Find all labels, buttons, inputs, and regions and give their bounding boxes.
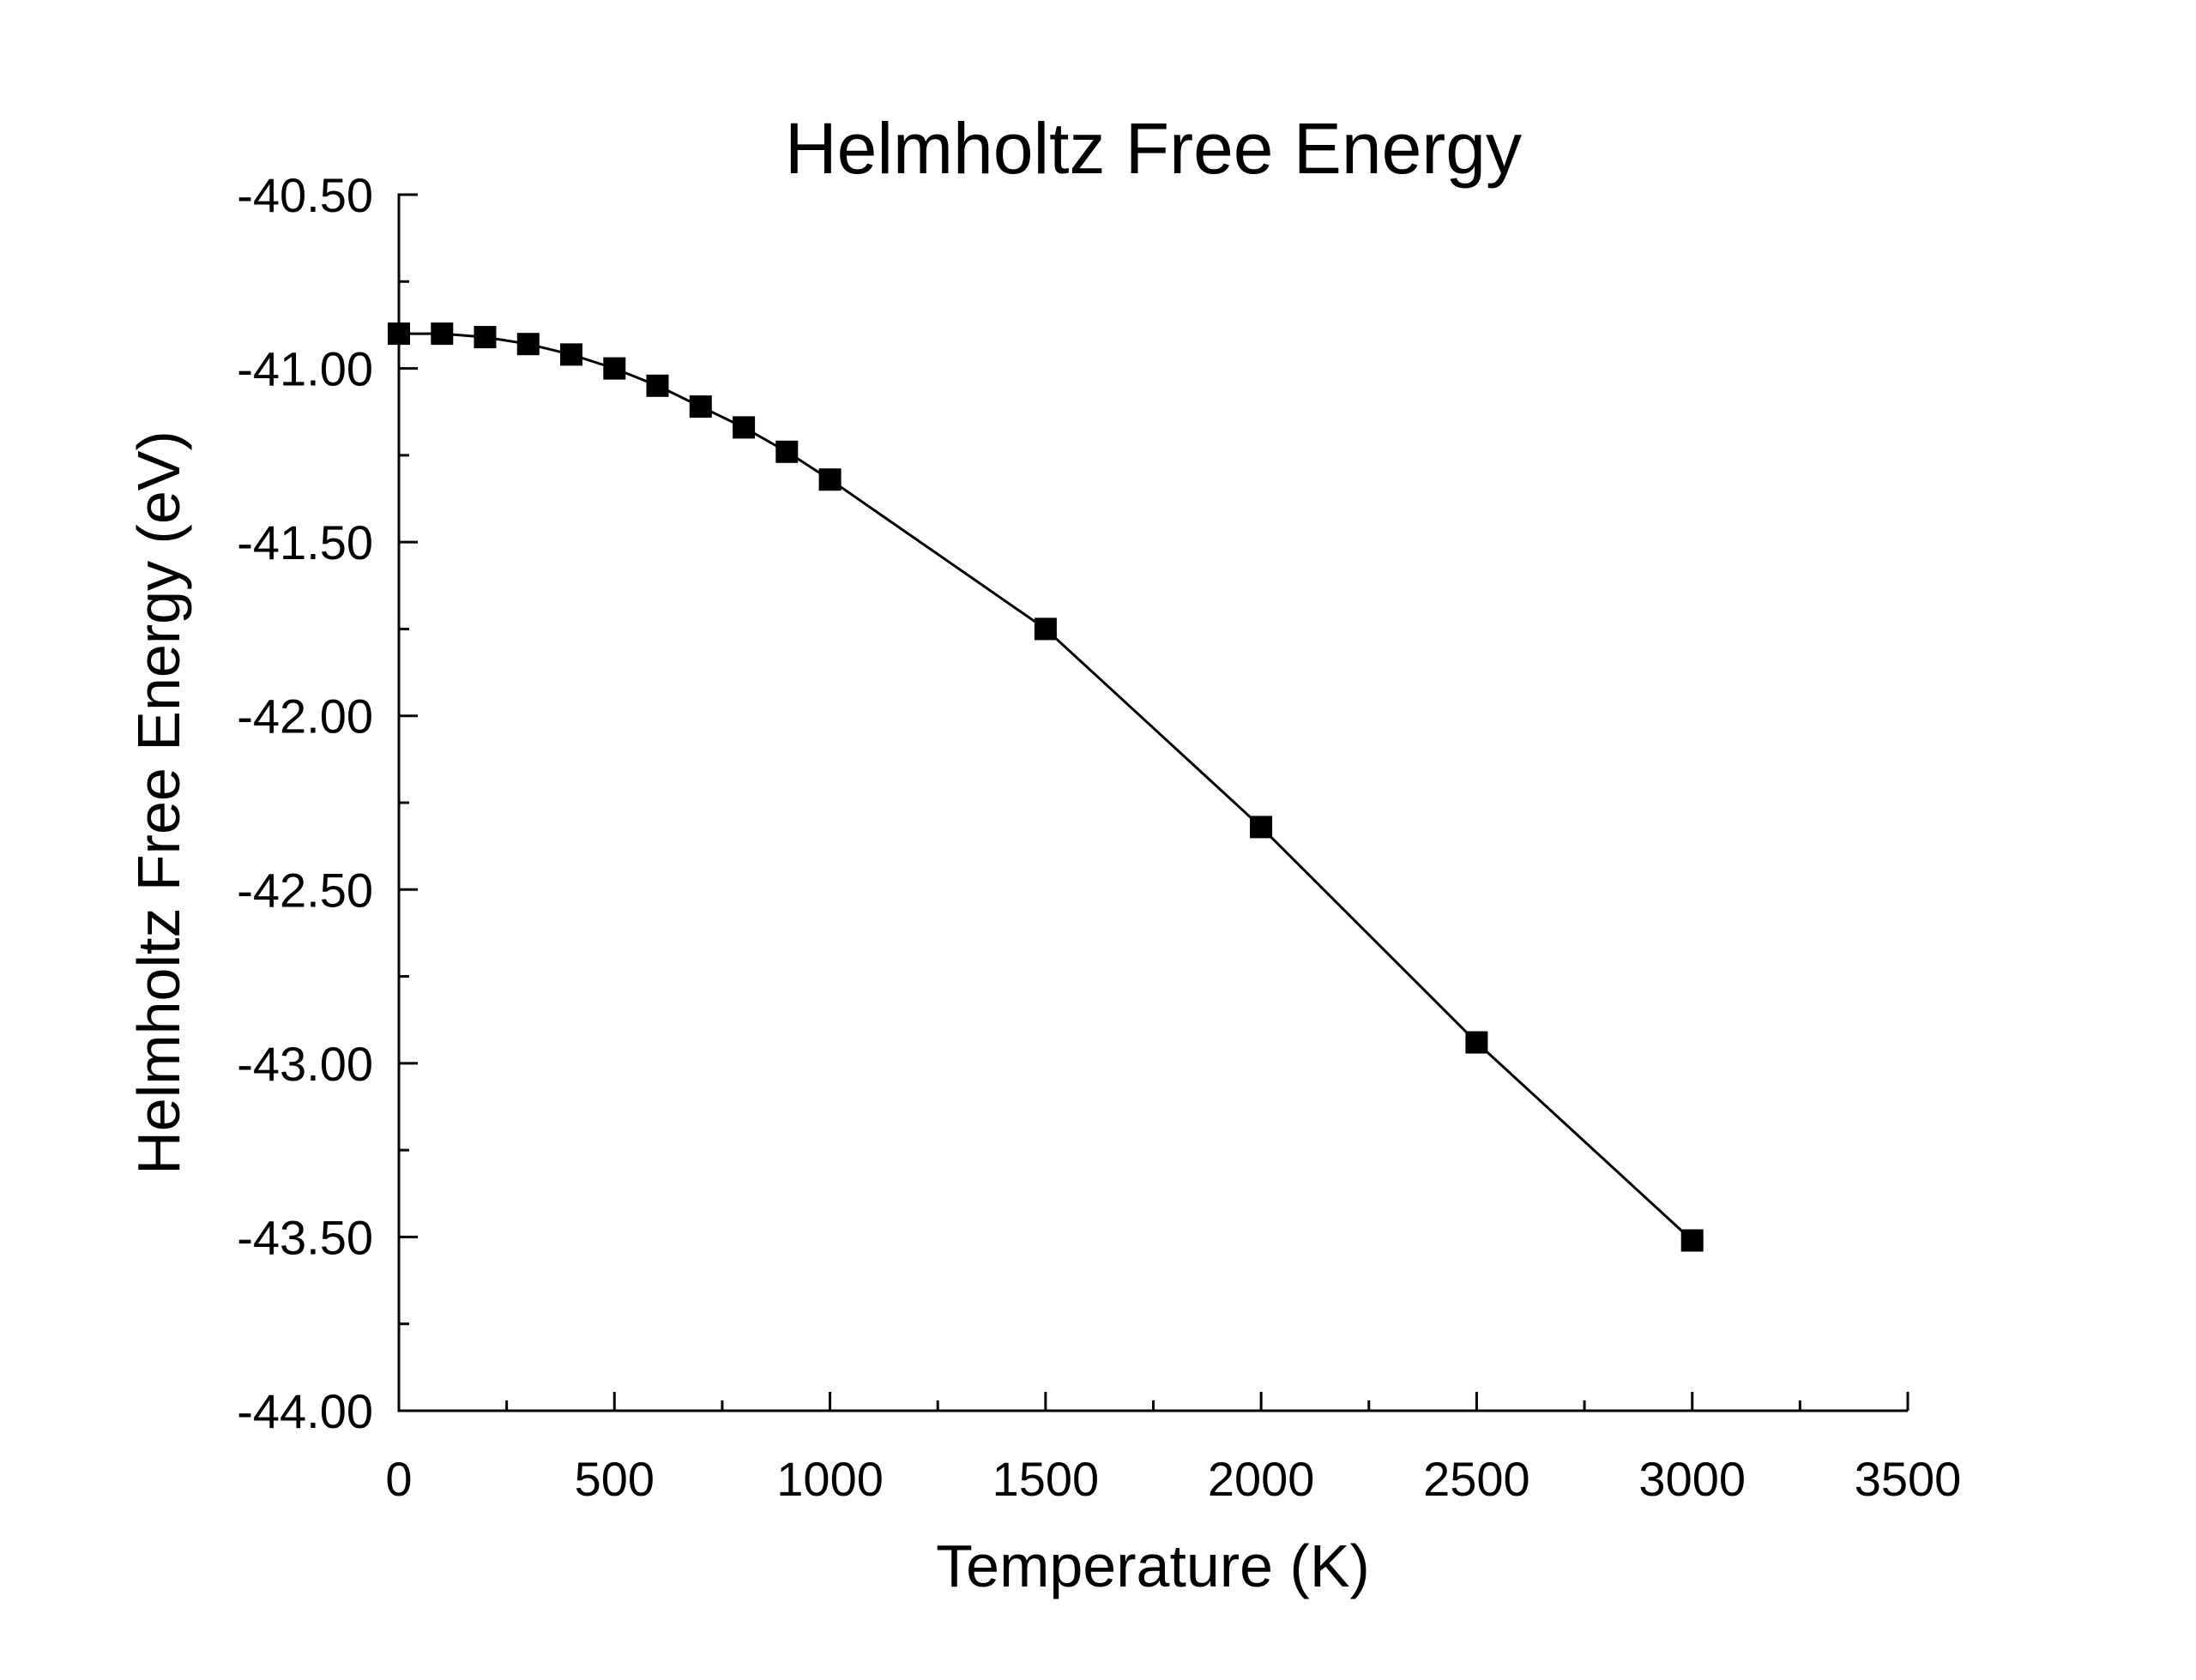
chart-title: Helmholtz Free Energy	[785, 108, 1522, 189]
x-tick-label: 3500	[1855, 1452, 1962, 1506]
data-point-marker	[560, 343, 582, 366]
data-point-marker	[1034, 617, 1057, 641]
data-point-marker	[775, 440, 799, 463]
x-tick-label: 1500	[992, 1452, 1100, 1506]
y-tick-label: -41.50	[237, 515, 373, 569]
y-tick-label: -43.00	[237, 1037, 373, 1091]
y-tick-label: -40.50	[237, 168, 373, 222]
x-tick-label: 2000	[1208, 1452, 1315, 1506]
data-point-marker	[1680, 1229, 1704, 1252]
y-tick-label: -42.00	[237, 689, 373, 744]
x-tick-label: 1000	[776, 1452, 884, 1506]
y-tick-label: -44.00	[237, 1384, 373, 1438]
y-tick-label: -42.50	[237, 863, 373, 917]
data-point-marker	[516, 333, 540, 356]
data-point-marker	[1465, 1031, 1488, 1054]
data-point-marker	[431, 322, 454, 346]
data-line	[399, 332, 1693, 1242]
x-axis-title: Temperature (K)	[936, 1532, 1370, 1599]
data-point-marker	[603, 357, 626, 380]
data-point-marker	[733, 416, 756, 439]
x-tick-label: 0	[385, 1452, 412, 1506]
data-point-marker	[646, 374, 669, 397]
data-point-marker	[474, 326, 497, 349]
x-tick-label: 500	[575, 1452, 655, 1506]
data-point-marker	[1250, 816, 1273, 839]
data-points	[388, 322, 1704, 1252]
data-point-marker	[818, 468, 842, 491]
data-point-marker	[689, 395, 712, 418]
x-tick-label: 3000	[1638, 1452, 1746, 1506]
x-tick-label: 2500	[1423, 1452, 1530, 1506]
y-tick-label: -41.00	[237, 342, 373, 396]
data-point-marker	[388, 322, 410, 346]
y-tick-label: -43.50	[237, 1210, 373, 1264]
